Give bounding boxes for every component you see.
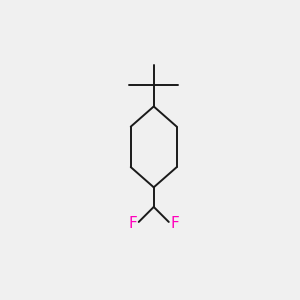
Text: F: F: [170, 216, 179, 231]
Text: F: F: [129, 216, 137, 231]
